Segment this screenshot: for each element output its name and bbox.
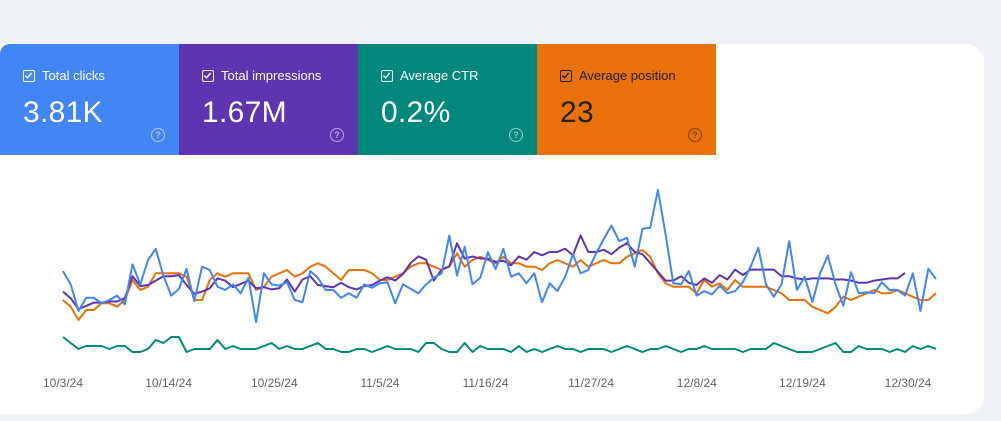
metric-label: Total impressions [221, 68, 322, 83]
series-line-total-clicks [62, 189, 937, 324]
question-circle-icon[interactable]: ? [688, 128, 702, 142]
metric-tabs: Total clicks 3.81K ? Total impressions 1… [0, 44, 716, 155]
x-tick-label: 11/16/24 [463, 376, 509, 390]
metric-average-ctr[interactable]: Average CTR 0.2% ? [358, 44, 537, 155]
metric-value: 0.2% [381, 96, 451, 129]
checkbox-checked-icon[interactable] [560, 70, 572, 82]
x-tick-label: 12/30/24 [885, 376, 932, 390]
x-tick-label: 10/25/24 [251, 376, 298, 390]
question-circle-icon[interactable]: ? [151, 128, 165, 142]
metric-total-clicks[interactable]: Total clicks 3.81K ? [0, 44, 179, 155]
metric-label: Average CTR [400, 68, 479, 83]
metric-value: 23 [560, 96, 594, 129]
x-tick-label: 12/8/24 [677, 376, 717, 390]
metric-average-position[interactable]: Average position 23 ? [537, 44, 716, 155]
x-tick-label: 10/3/24 [43, 376, 83, 390]
metric-label: Average position [579, 68, 676, 83]
series-line-total-impressions [62, 234, 906, 311]
checkbox-checked-icon[interactable] [381, 70, 393, 82]
question-circle-icon[interactable]: ? [330, 128, 344, 142]
checkbox-checked-icon[interactable] [202, 70, 214, 82]
x-tick-label: 10/14/24 [145, 376, 192, 390]
x-tick-label: 12/19/24 [779, 376, 826, 390]
metric-value: 1.67M [202, 96, 287, 129]
metric-total-impressions[interactable]: Total impressions 1.67M ? [179, 44, 358, 155]
series-line-average-ctr [62, 336, 937, 353]
metric-label: Total clicks [42, 68, 105, 83]
x-tick-label: 11/27/24 [568, 376, 614, 390]
checkbox-checked-icon[interactable] [23, 70, 35, 82]
question-circle-icon[interactable]: ? [509, 128, 523, 142]
x-tick-label: 11/5/24 [360, 376, 399, 390]
metric-value: 3.81K [23, 96, 103, 129]
